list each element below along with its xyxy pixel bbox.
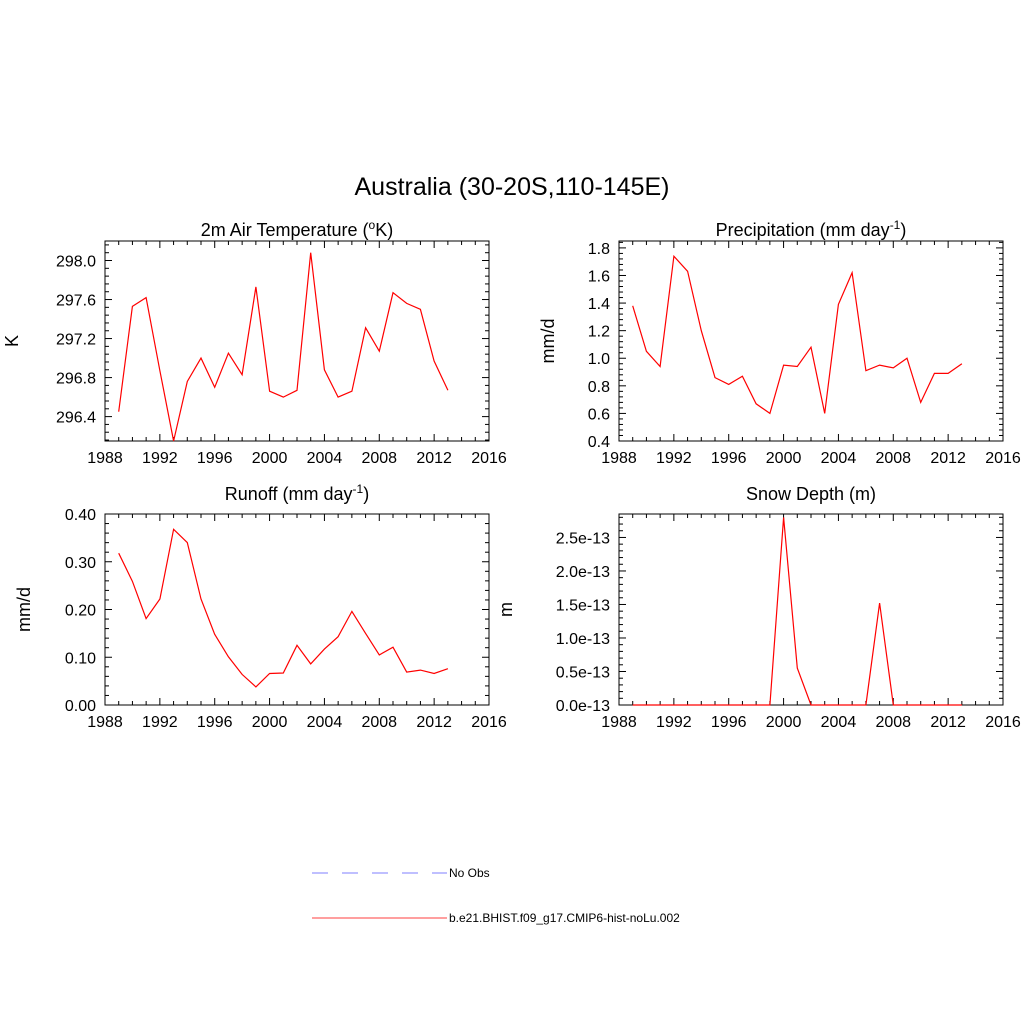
temperature-plot-frame — [104, 240, 490, 442]
precipitation-xtick-label: 2004 — [821, 450, 857, 467]
runoff-series-line — [118, 528, 449, 688]
runoff-title-main: Runoff (mm day — [225, 484, 353, 504]
snow-depth-xtick-label: 2012 — [930, 714, 966, 731]
precipitation-ytick-label: 1.4 — [588, 296, 610, 313]
temperature-xtick-label: 2008 — [361, 450, 397, 467]
precipitation-ylabel: mm/d — [538, 319, 558, 364]
precipitation-ytick-label: 0.4 — [588, 434, 610, 451]
runoff-ytick-label: 0.30 — [65, 555, 96, 572]
snow-depth-title: Snow Depth (m) — [746, 484, 876, 504]
panel-precipitation: 1988 1992 1996 2000 2004 2008 2012 2016 0.4 0.6 0.… — [538, 218, 1021, 467]
runoff-ytick-label: 0.20 — [65, 603, 96, 620]
precipitation-title-main: Precipitation (mm day — [716, 220, 890, 240]
precipitation-series-line — [632, 254, 963, 415]
precipitation-title: Precipitation (mm day-1) — [716, 218, 907, 240]
snow-depth-ytick-label: 0.0e-13 — [556, 698, 610, 715]
temperature-title-superscript: o — [369, 218, 376, 232]
runoff-xtick-label: 1992 — [142, 714, 178, 731]
temperature-ytick-label: 297.6 — [56, 293, 96, 310]
panel-runoff: 1988 1992 1996 2000 2004 2008 2012 2016 0.00 0.10… — [14, 482, 507, 731]
precipitation-ytick-label: 1.8 — [588, 241, 610, 258]
figure-title: Australia (30-20S,110-145E) — [355, 173, 670, 201]
snow-depth-xtick-label: 2008 — [875, 714, 911, 731]
runoff-xtick-label: 2012 — [416, 714, 452, 731]
temperature-xtick-label: 1988 — [87, 450, 123, 467]
legend-no-obs-label: No Obs — [449, 866, 490, 880]
temperature-xtick-label: 2016 — [471, 450, 507, 467]
snow-depth-xtick-label: 2016 — [985, 714, 1021, 731]
precipitation-ytick-label: 0.8 — [588, 379, 610, 396]
temperature-title: 2m Air Temperature (oK) — [201, 218, 393, 240]
temperature-xtick-label: 2004 — [307, 450, 343, 467]
precipitation-xtick-label: 2016 — [985, 450, 1021, 467]
runoff-xtick-label: 2004 — [307, 714, 343, 731]
temperature-xtick-label: 2000 — [252, 450, 288, 467]
legend-model-label: b.e21.BHIST.f09_g17.CMIP6-hist-noLu.002 — [449, 911, 680, 925]
precipitation-ytick-label: 1.6 — [588, 268, 610, 285]
runoff-ytick-label: 0.40 — [65, 507, 96, 524]
temperature-ytick-label: 296.8 — [56, 371, 96, 388]
runoff-title: Runoff (mm day-1) — [225, 482, 369, 504]
snow-depth-ytick-label: 2.5e-13 — [556, 530, 610, 547]
runoff-ytick-label: 0.10 — [65, 650, 96, 667]
temperature-xtick-label: 1996 — [197, 450, 233, 467]
legend: No Obs b.e21.BHIST.f09_g17.CMIP6-hist-no… — [312, 866, 680, 925]
runoff-xtick-label: 1996 — [197, 714, 233, 731]
runoff-xtick-label: 2000 — [252, 714, 288, 731]
panels: 1988 1992 1996 2000 2004 2008 2012 2016 296.4 296… — [2, 218, 1021, 731]
temperature-title-end: K) — [375, 220, 393, 240]
precipitation-ytick-label: 1.0 — [588, 351, 610, 368]
panel-snow-depth: 1988 1992 1996 2000 2004 2008 2012 2016 0.0e-13 0… — [496, 484, 1021, 731]
panel-temperature: 1988 1992 1996 2000 2004 2008 2012 2016 296.4 296… — [2, 218, 507, 467]
runoff-ytick-label: 0.00 — [65, 698, 96, 715]
precipitation-xtick-label: 1992 — [656, 450, 692, 467]
temperature-ytick-label: 298.0 — [56, 254, 96, 271]
snow-depth-xtick-label: 2000 — [766, 714, 802, 731]
precipitation-title-end: ) — [900, 220, 906, 240]
snow-depth-series-line — [632, 517, 962, 706]
snow-depth-ylabel: m — [496, 602, 516, 617]
precipitation-plot-frame — [618, 240, 1004, 442]
snow-depth-ytick-label: 0.5e-13 — [556, 664, 610, 681]
runoff-ylabel: mm/d — [14, 587, 34, 632]
precipitation-title-superscript: -1 — [890, 218, 901, 232]
snow-depth-ytick-label: 1.0e-13 — [556, 631, 610, 648]
snow-depth-xtick-label: 1988 — [601, 714, 637, 731]
precipitation-xtick-label: 2000 — [766, 450, 802, 467]
temperature-xtick-label: 2012 — [416, 450, 452, 467]
temperature-series-line — [118, 252, 449, 442]
temperature-xtick-label: 1992 — [142, 450, 178, 467]
temperature-title-main: 2m Air Temperature ( — [201, 220, 369, 240]
snow-depth-xtick-label: 1992 — [656, 714, 692, 731]
runoff-xtick-label: 1988 — [87, 714, 123, 731]
runoff-title-end: ) — [363, 484, 369, 504]
precipitation-ytick-label: 1.2 — [588, 324, 610, 341]
precipitation-xtick-label: 2012 — [930, 450, 966, 467]
snow-depth-ytick-label: 2.0e-13 — [556, 564, 610, 581]
precipitation-xtick-label: 1988 — [601, 450, 637, 467]
runoff-xtick-label: 2008 — [361, 714, 397, 731]
temperature-ytick-label: 297.2 — [56, 332, 96, 349]
temperature-ytick-label: 296.4 — [56, 410, 96, 427]
snow-depth-title-main: Snow Depth (m) — [746, 484, 876, 504]
snow-depth-ytick-label: 1.5e-13 — [556, 597, 610, 614]
runoff-xtick-label: 2016 — [471, 714, 507, 731]
runoff-title-superscript: -1 — [353, 482, 364, 496]
snow-depth-xtick-label: 2004 — [821, 714, 857, 731]
precipitation-xtick-label: 2008 — [875, 450, 911, 467]
snow-depth-xtick-label: 1996 — [711, 714, 747, 731]
precipitation-ytick-label: 0.6 — [588, 406, 610, 423]
snow-depth-plot-frame — [618, 513, 1004, 706]
precipitation-xtick-label: 1996 — [711, 450, 747, 467]
runoff-plot-frame — [104, 513, 490, 706]
temperature-ylabel: K — [2, 335, 22, 347]
